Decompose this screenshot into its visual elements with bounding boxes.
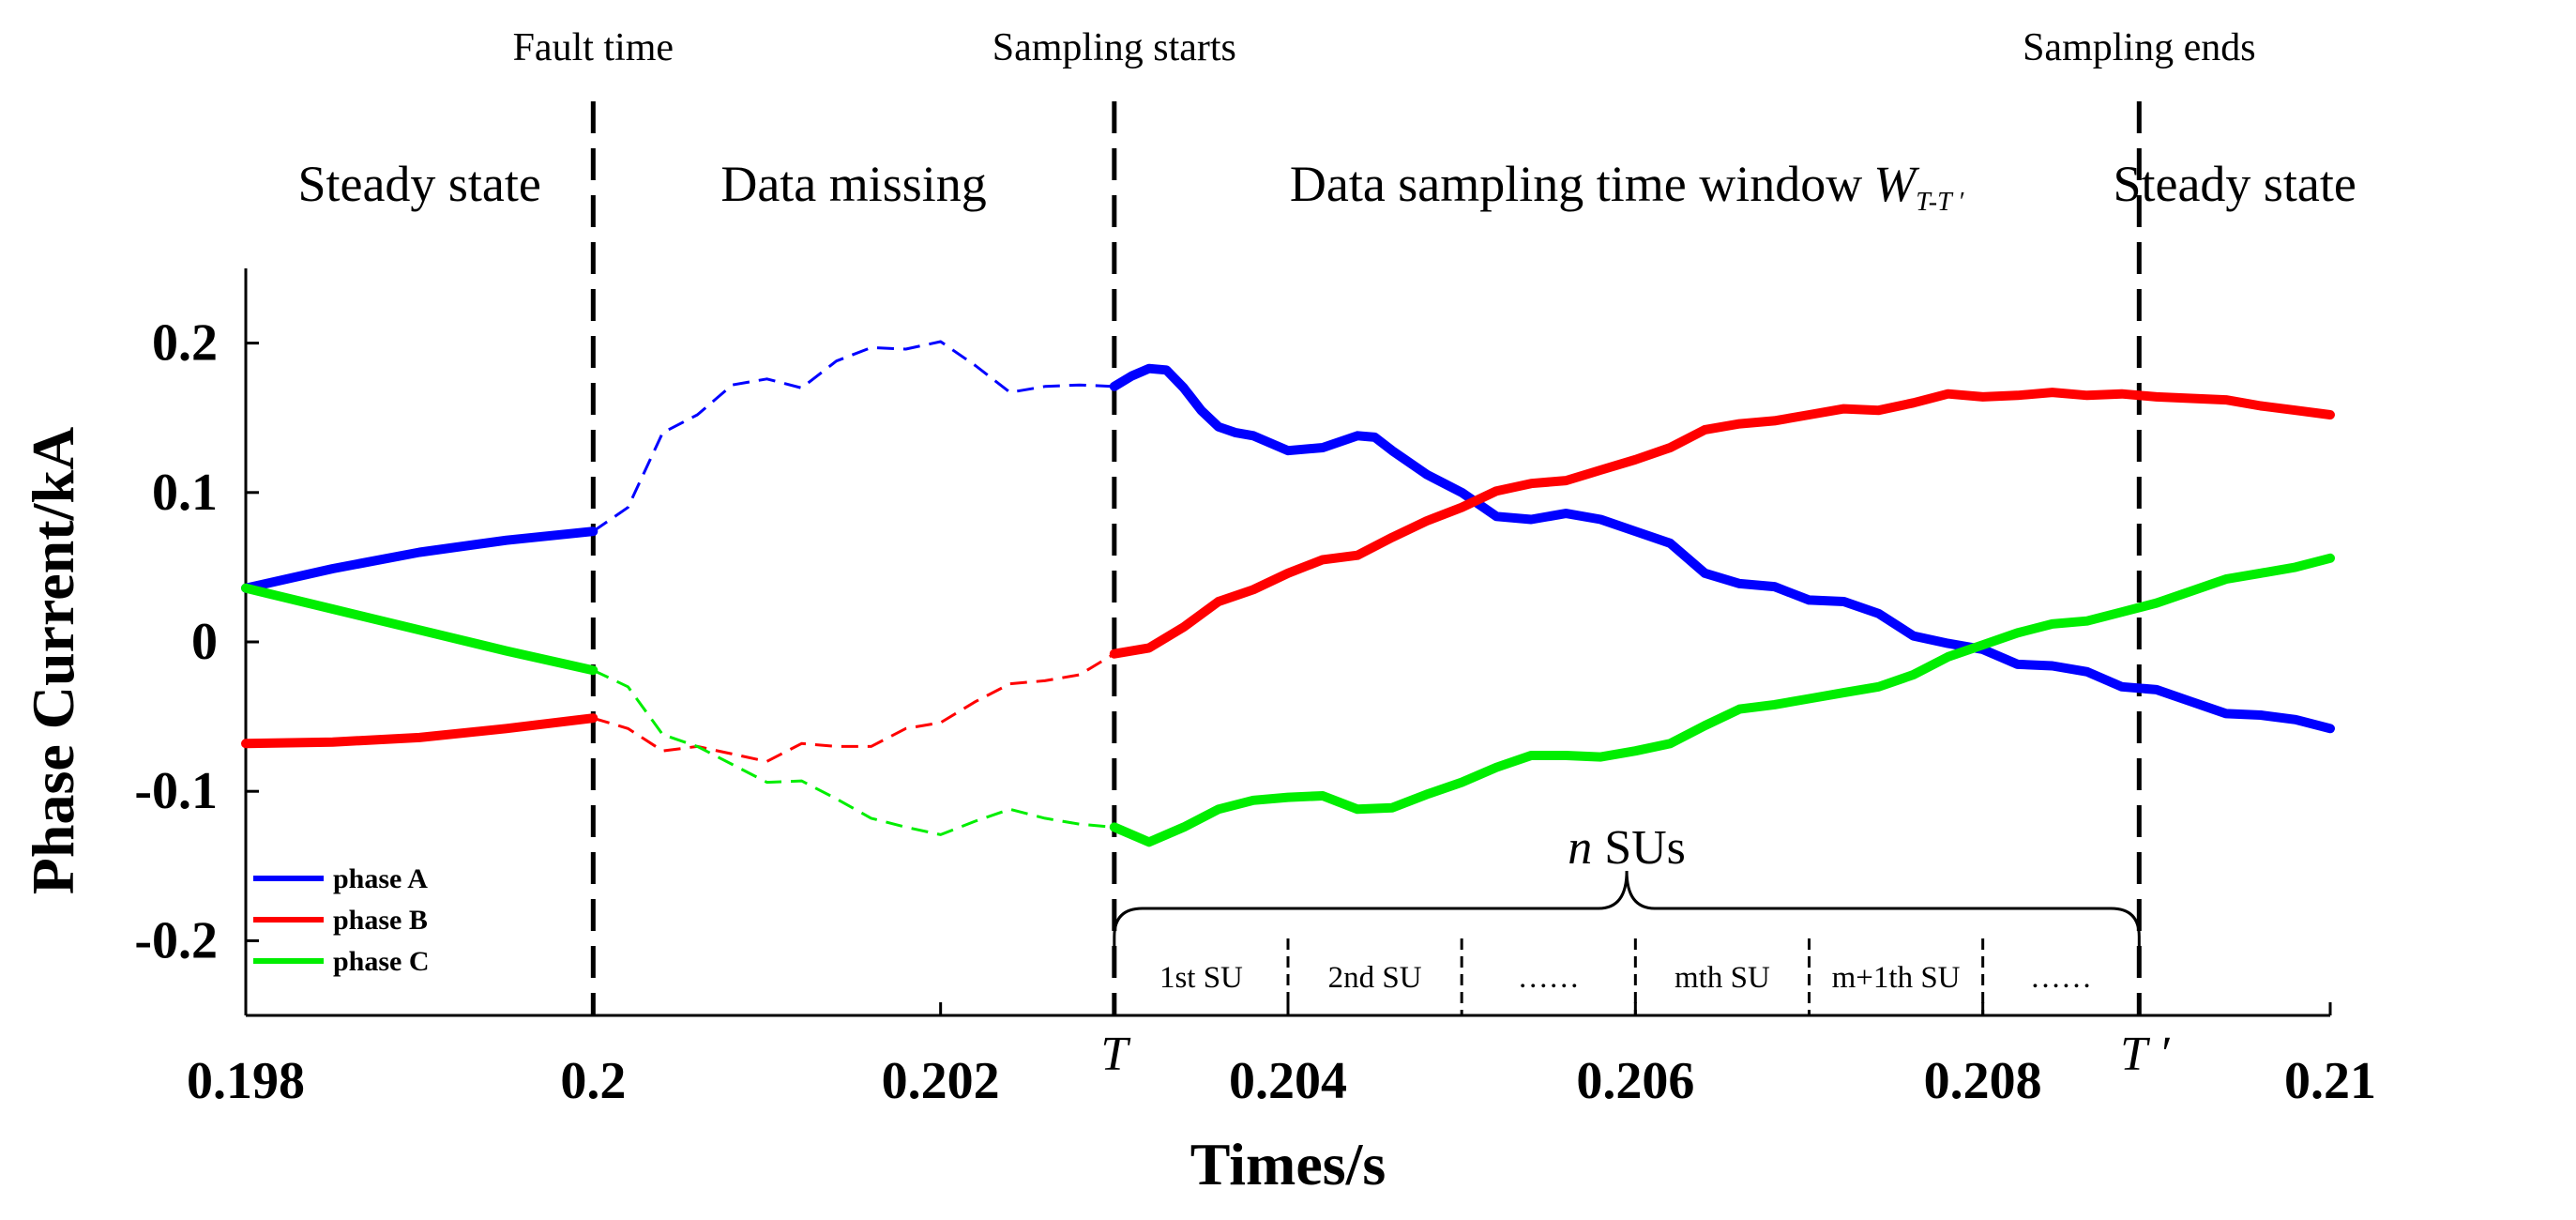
y-axis-title: Phase Current/kA bbox=[20, 427, 86, 894]
window-end-mark: T ′ bbox=[2120, 1028, 2171, 1081]
su-label-5: …… bbox=[2030, 961, 2092, 995]
event-label-fault-time: Fault time bbox=[513, 26, 674, 69]
legend-label-phase-c: phase C bbox=[333, 946, 430, 977]
x-tick-label: 0.204 bbox=[1229, 1052, 1347, 1110]
legend-label-phase-b: phase B bbox=[333, 905, 428, 936]
phase-b-steady-line bbox=[241, 713, 599, 749]
su-label-4: m+1th SU bbox=[1832, 961, 1961, 995]
region-label-0: Steady state bbox=[297, 156, 540, 212]
x-axis-title: Times/s bbox=[1190, 1131, 1386, 1197]
su-label-1: 2nd SU bbox=[1328, 961, 1422, 995]
phase-c-steady-line bbox=[241, 583, 599, 676]
y-tick-label: 0 bbox=[191, 613, 218, 671]
phase-c-missing-line bbox=[592, 668, 1114, 836]
x-tick-label: 0.21 bbox=[2284, 1052, 2376, 1110]
su-label-0: 1st SU bbox=[1159, 961, 1243, 995]
annotation-layer: Steady state Data missing Data sampling ti… bbox=[297, 156, 2356, 1081]
su-label-2: …… bbox=[1518, 961, 1580, 995]
x-tick-label: 0.198 bbox=[187, 1052, 305, 1110]
window-start-mark: T bbox=[1100, 1028, 1130, 1081]
event-lines-layer: Fault time Sampling starts Sampling ends bbox=[513, 26, 2256, 1015]
region-label-1: Data missing bbox=[720, 156, 986, 212]
x-tick-label: 0.206 bbox=[1576, 1052, 1694, 1110]
event-label-sampling-ends: Sampling ends bbox=[2023, 26, 2256, 69]
n-sus-brace bbox=[1113, 870, 2141, 950]
x-tick-label: 0.2 bbox=[560, 1052, 626, 1110]
phase-a-steady-line bbox=[241, 526, 599, 593]
axes-layer: 0.198 0.2 0.202 0.204 0.206 0.208 0.21 0.2 0.1 0 -… bbox=[20, 268, 2376, 1197]
phase-a-sampled-line bbox=[1109, 363, 2335, 734]
phase-b-missing-line bbox=[592, 652, 1115, 763]
window-subscript: T-T ′ bbox=[1916, 188, 1964, 217]
legend: phase A phase B phase C bbox=[253, 863, 430, 977]
su-label-3: mth SU bbox=[1674, 961, 1770, 995]
y-tick-label: 0.1 bbox=[152, 464, 218, 522]
region-label-2: Data sampling time window WT-T ′ bbox=[1290, 156, 1964, 217]
phase-c-sampled-line bbox=[1109, 553, 2335, 847]
region-label-3: Steady state bbox=[2113, 156, 2356, 212]
x-tick-label: 0.208 bbox=[1924, 1052, 2042, 1110]
phase-a-missing-line bbox=[592, 340, 1114, 533]
y-tick-label: -0.2 bbox=[134, 911, 218, 969]
sus-text: SUs bbox=[1604, 821, 1686, 875]
n-symbol: n bbox=[1568, 821, 1604, 875]
phase-b-sampled-line bbox=[1109, 388, 2335, 659]
legend-label-phase-a: phase A bbox=[333, 863, 428, 894]
window-symbol: W bbox=[1873, 156, 1920, 212]
x-tick-label: 0.202 bbox=[882, 1052, 1000, 1110]
series-layer bbox=[241, 340, 2335, 847]
event-label-sampling-starts: Sampling starts bbox=[993, 26, 1236, 69]
n-sus-label: n SUs bbox=[1568, 821, 1686, 875]
y-tick-label: 0.2 bbox=[152, 314, 218, 373]
y-tick-label: -0.1 bbox=[134, 762, 218, 820]
